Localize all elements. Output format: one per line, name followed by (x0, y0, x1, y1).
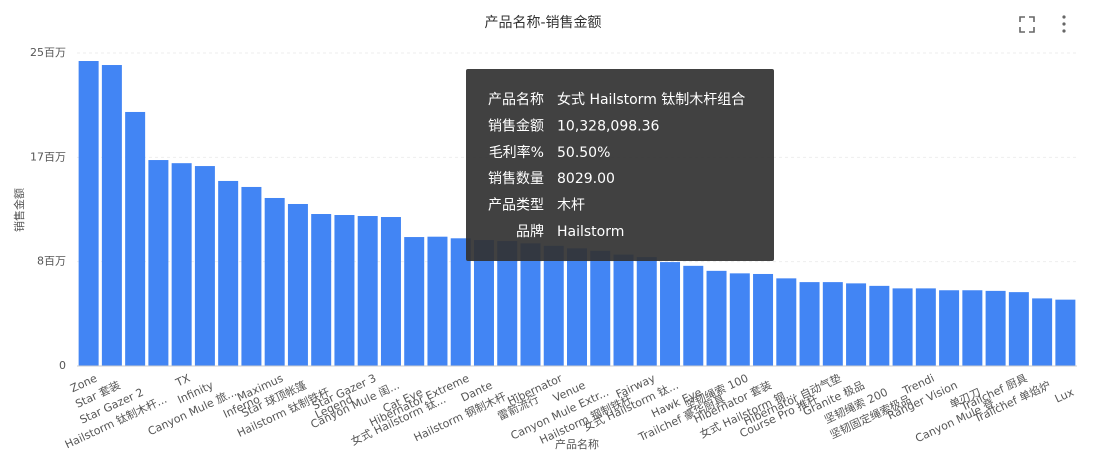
fullscreen-icon[interactable] (1019, 16, 1035, 33)
bar (776, 278, 797, 366)
tooltip-value: 10,328,098.36 (557, 118, 660, 134)
more-icon[interactable] (1062, 15, 1066, 33)
bar (892, 288, 913, 366)
tooltip-key: 产品类型 (488, 198, 544, 214)
tooltip-key: 销售金额 (488, 118, 544, 134)
bar (915, 288, 936, 366)
tooltip-key: 品牌 (516, 223, 544, 240)
bar (660, 262, 681, 366)
bar (613, 254, 634, 366)
bar (543, 245, 564, 366)
tooltip-key: 产品名称 (488, 92, 544, 108)
bar (450, 238, 471, 366)
x-tick-label: Lux (1053, 385, 1077, 405)
bar (264, 197, 285, 366)
tooltip-key: 毛利率% (489, 144, 544, 161)
tooltip-value: 木杆 (557, 198, 585, 214)
bar (78, 61, 99, 367)
bar (311, 214, 332, 366)
bar (846, 283, 867, 366)
tooltip-box (466, 69, 774, 261)
bar (287, 203, 308, 366)
bar (101, 65, 122, 367)
bar (194, 166, 215, 366)
bar (683, 265, 704, 366)
bar (799, 282, 820, 366)
y-axis-label: 销售金额 (12, 188, 26, 232)
tooltip-value: 女式 Hailstorm 钛制木杆组合 (557, 91, 745, 108)
tooltip-value: Hailstorm (557, 224, 624, 240)
y-tick-label: 17百万 (30, 150, 66, 163)
bar (567, 248, 587, 366)
tooltip-key: 销售数量 (488, 171, 544, 187)
bar (520, 243, 541, 366)
bar (125, 111, 146, 366)
y-tick-label: 8百万 (37, 255, 66, 268)
bar (962, 290, 983, 366)
bar (706, 270, 727, 366)
bar (241, 186, 262, 366)
bar (590, 250, 611, 366)
bar (473, 240, 494, 366)
bar (148, 160, 169, 366)
bar (753, 273, 774, 366)
bar (939, 290, 960, 366)
x-axis-label: 产品名称 (555, 437, 599, 451)
bar (334, 215, 355, 366)
bar (380, 217, 401, 366)
bar (357, 216, 378, 366)
bar (729, 273, 750, 366)
x-tick-label: TX (173, 371, 193, 389)
bar (404, 237, 425, 366)
bar (985, 290, 1006, 366)
bar (1055, 299, 1076, 366)
chart-title: 产品名称-销售金额 (484, 15, 601, 31)
y-tick-label: 0 (59, 359, 66, 372)
bar (869, 285, 890, 366)
tooltip-value: 8029.00 (557, 171, 615, 187)
bar (171, 163, 192, 366)
bar (497, 241, 518, 366)
bar (1008, 292, 1029, 366)
bar (1032, 298, 1053, 366)
y-tick-label: 25百万 (30, 46, 66, 59)
bar (636, 257, 657, 366)
bar (427, 236, 448, 366)
bar (822, 282, 843, 366)
tooltip-value: 50.50% (557, 145, 610, 161)
bar (218, 180, 239, 366)
